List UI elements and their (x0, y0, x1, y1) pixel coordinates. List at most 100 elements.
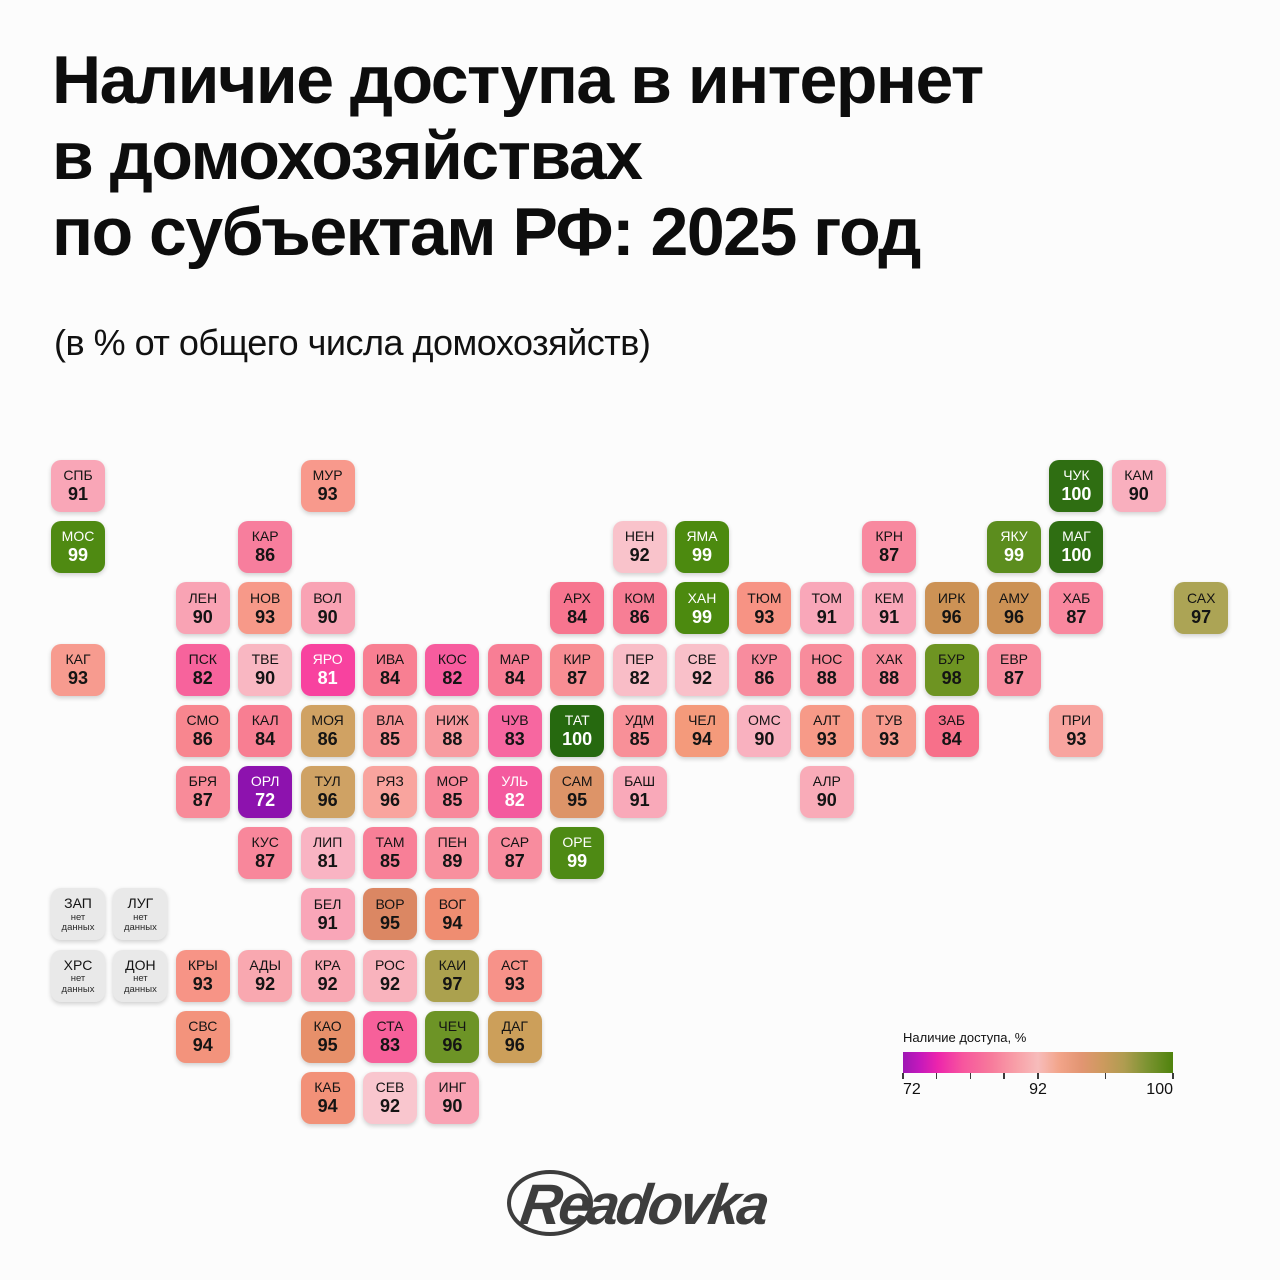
region-value: 91 (879, 606, 900, 627)
region-code: КИР (563, 650, 591, 667)
legend-tick (1003, 1073, 1005, 1079)
region-no-data-label: нет данных (61, 911, 95, 934)
region-code: СТА (376, 1017, 404, 1034)
readovka-logo: Readovka (485, 1160, 795, 1260)
region-value: 84 (504, 667, 525, 688)
region-code: АЛР (812, 773, 841, 790)
region-code: РЯЗ (376, 773, 404, 790)
region-value: 94 (192, 1035, 213, 1056)
region-tile-ОМС: ОМС 90 (737, 704, 792, 757)
legend-min-label: 72 (903, 1081, 921, 1098)
legend-tick (969, 1073, 971, 1079)
region-code: САМ (561, 773, 593, 790)
region-tile-МАГ: МАГ 100 (1049, 521, 1104, 574)
region-tile-КИР: КИР 87 (550, 643, 605, 696)
region-value: 85 (442, 790, 463, 811)
region-value: 91 (629, 790, 650, 811)
region-code: КРН (875, 528, 903, 545)
region-value: 92 (629, 545, 650, 566)
region-tile-ЕВР: ЕВР 87 (987, 643, 1041, 696)
region-value: 83 (504, 729, 525, 750)
region-value: 88 (879, 667, 900, 688)
title-line-2: в домохозяйствах (52, 118, 643, 195)
region-tile-СВЕ: СВЕ 92 (675, 643, 729, 696)
region-value: 96 (379, 790, 401, 811)
legend-tick (1104, 1073, 1106, 1079)
region-tile-ТУВ: ТУВ 93 (862, 704, 917, 757)
legend-max-label: 100 (1146, 1081, 1173, 1098)
region-code: КУС (251, 834, 279, 851)
legend-tick (902, 1073, 904, 1079)
region-tile-ПЕР: ПЕР 82 (612, 643, 667, 696)
region-tile-ИВА: ИВА 84 (363, 643, 417, 696)
region-code: АМУ (999, 589, 1029, 606)
region-tile-ЛУГ: ЛУГ нет данных (113, 888, 168, 941)
region-code: ЧУВ (501, 711, 529, 728)
region-code: ТЮМ (747, 589, 782, 606)
region-code: АДЫ (249, 956, 282, 973)
region-tile-КАР: КАР 86 (238, 521, 293, 574)
region-code: ЯКУ (1000, 528, 1028, 545)
region-value: 84 (255, 729, 276, 750)
region-code: МАГ (1062, 528, 1091, 545)
region-code: НОВ (250, 589, 281, 606)
region-code: ВОЛ (313, 589, 342, 606)
region-code: ТАТ (564, 711, 590, 728)
region-code: ИРК (937, 589, 966, 606)
region-value: 96 (1003, 606, 1025, 627)
region-tile-ПЕН: ПЕН 89 (425, 827, 480, 880)
logo-circle-icon (507, 1170, 593, 1236)
region-tile-ЗАБ: ЗАБ 84 (924, 704, 979, 757)
region-value: 81 (317, 851, 338, 872)
region-value: 85 (379, 729, 401, 750)
region-tile-АСТ: АСТ 93 (487, 949, 542, 1002)
region-tile-КОС: КОС 82 (425, 643, 480, 696)
region-code: ЧУК (1063, 467, 1090, 484)
region-code: ХАН (687, 589, 717, 606)
region-value: 87 (192, 790, 213, 811)
region-value: 83 (379, 1035, 401, 1056)
region-tile-КРЫ: КРЫ 93 (175, 949, 230, 1002)
region-value: 95 (379, 912, 401, 933)
region-value: 99 (1003, 545, 1025, 566)
region-code: ХРС (63, 956, 93, 973)
region-value: 93 (504, 973, 525, 994)
region-code: КАМ (1124, 467, 1154, 484)
region-value: 90 (816, 790, 837, 811)
region-tile-КУС: КУС 87 (238, 827, 293, 880)
region-code: ВОР (375, 895, 405, 912)
region-value: 93 (67, 667, 89, 688)
region-value: 92 (379, 1096, 401, 1117)
region-tile-ЧУВ: ЧУВ 83 (487, 704, 542, 757)
region-tile-ТУЛ: ТУЛ 96 (300, 766, 355, 818)
region-tile-ЧЕЧ: ЧЕЧ 96 (425, 1010, 480, 1063)
region-value: 85 (629, 729, 650, 750)
region-tile-АМУ: АМУ 96 (987, 582, 1041, 635)
region-code: ОРЛ (250, 773, 280, 790)
region-tile-ВОГ: ВОГ 94 (425, 888, 480, 941)
region-value: 92 (255, 973, 276, 994)
region-code: РОС (374, 956, 406, 973)
region-code: КАГ (65, 650, 91, 667)
region-value: 86 (754, 667, 775, 688)
region-code: ЛУГ (127, 895, 154, 912)
region-code: ЛЕН (188, 589, 218, 606)
region-tile-ХАН: ХАН 99 (675, 582, 729, 635)
region-tile-ДАГ: ДАГ 96 (487, 1010, 542, 1063)
region-code: СМО (186, 711, 220, 728)
region-code: ПЕН (437, 834, 468, 851)
region-tile-КУР: КУР 86 (737, 643, 792, 696)
region-value: 87 (1003, 667, 1025, 688)
region-tile-БУР: БУР 98 (924, 643, 979, 696)
region-tile-РОС: РОС 92 (363, 949, 417, 1002)
region-code: КАЛ (251, 711, 279, 728)
region-value: 98 (941, 667, 962, 688)
region-tile-РЯЗ: РЯЗ 96 (363, 766, 417, 818)
region-value: 97 (1191, 606, 1212, 627)
region-value: 82 (504, 790, 525, 811)
region-value: 93 (192, 973, 213, 994)
region-code: ХАК (875, 650, 903, 667)
region-value: 84 (567, 606, 588, 627)
region-tile-ТАТ: ТАТ 100 (550, 704, 605, 757)
region-no-data-label: нет данных (61, 972, 95, 995)
